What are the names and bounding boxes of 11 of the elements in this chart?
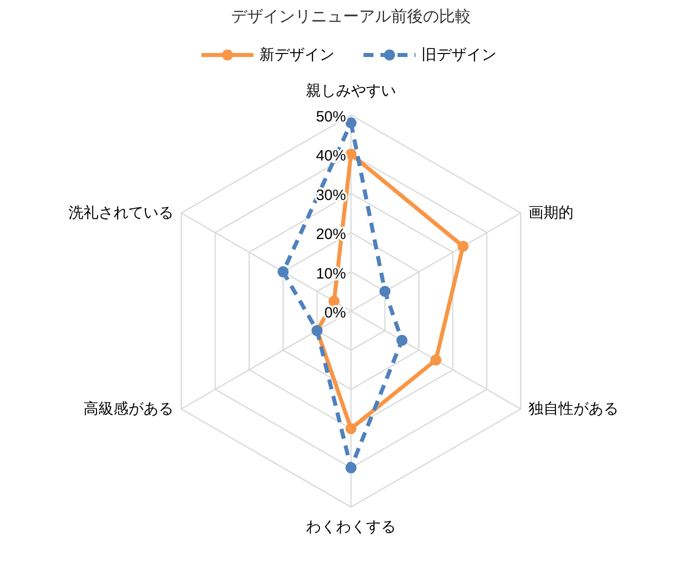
legend-label: 旧デザイン [422, 46, 496, 64]
spoke-label: わくわくする [306, 518, 396, 536]
spoke-label: 親しみやすい [306, 82, 396, 100]
y-tick-label: 40% [316, 148, 346, 165]
spoke-label: 画期的 [528, 204, 574, 222]
y-tick-label: 50% [316, 108, 346, 126]
chart-title: デザインリニューアル前後の比較 [231, 8, 471, 26]
spoke-label: 高級感がある [83, 400, 174, 418]
legend-label: 新デザイン [260, 46, 334, 64]
spoke-label: 独自性がある [528, 400, 619, 418]
spoke-label: 洗礼されている [68, 204, 174, 222]
